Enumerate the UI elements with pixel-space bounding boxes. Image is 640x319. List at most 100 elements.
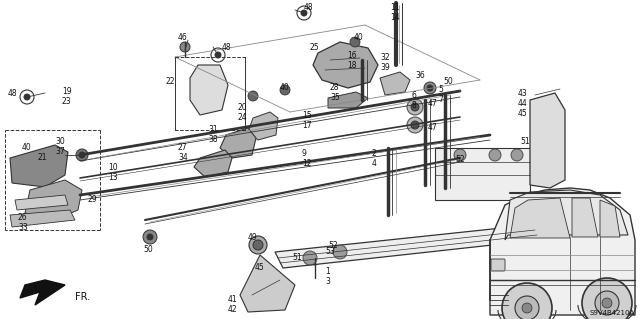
Circle shape xyxy=(79,152,85,158)
Polygon shape xyxy=(600,200,620,237)
Circle shape xyxy=(411,103,419,111)
Polygon shape xyxy=(240,255,295,312)
Circle shape xyxy=(407,117,423,133)
Circle shape xyxy=(602,298,612,308)
Polygon shape xyxy=(510,198,570,238)
Text: 33: 33 xyxy=(18,224,28,233)
Circle shape xyxy=(595,291,619,315)
Text: 40: 40 xyxy=(354,33,364,42)
Text: 35: 35 xyxy=(330,93,340,102)
Polygon shape xyxy=(15,195,68,210)
Circle shape xyxy=(489,149,501,161)
Circle shape xyxy=(303,251,317,265)
FancyBboxPatch shape xyxy=(491,259,505,271)
Text: 19: 19 xyxy=(62,87,72,97)
Text: 50: 50 xyxy=(143,246,153,255)
Text: 53: 53 xyxy=(325,248,335,256)
Circle shape xyxy=(454,149,466,161)
Circle shape xyxy=(76,149,88,161)
Circle shape xyxy=(333,245,347,259)
Circle shape xyxy=(259,268,275,284)
Text: 24: 24 xyxy=(238,114,248,122)
Text: 17: 17 xyxy=(302,121,312,130)
Text: 43: 43 xyxy=(518,88,528,98)
Text: 40: 40 xyxy=(280,83,290,92)
Text: 49: 49 xyxy=(248,234,258,242)
Text: 8: 8 xyxy=(412,100,417,109)
Circle shape xyxy=(515,296,539,319)
Text: 25: 25 xyxy=(309,43,319,53)
Circle shape xyxy=(511,149,523,161)
Text: 51: 51 xyxy=(292,254,301,263)
Text: 47: 47 xyxy=(428,123,438,132)
Text: 46: 46 xyxy=(178,33,188,41)
Circle shape xyxy=(253,240,263,250)
Text: 16: 16 xyxy=(347,50,356,60)
Text: 22: 22 xyxy=(165,78,175,86)
Polygon shape xyxy=(20,280,65,305)
Text: 42: 42 xyxy=(228,306,237,315)
Text: 30: 30 xyxy=(55,137,65,146)
Text: 20: 20 xyxy=(238,103,248,113)
Polygon shape xyxy=(25,180,82,220)
Text: 4: 4 xyxy=(372,159,377,167)
Text: 27: 27 xyxy=(178,144,188,152)
Text: 5: 5 xyxy=(438,85,443,94)
Circle shape xyxy=(147,234,153,240)
Text: 40: 40 xyxy=(22,144,32,152)
Text: 7: 7 xyxy=(438,95,443,105)
Text: 3: 3 xyxy=(325,278,330,286)
Text: 45: 45 xyxy=(518,108,528,117)
Text: 14: 14 xyxy=(390,12,399,21)
Polygon shape xyxy=(505,190,628,240)
Text: S9V4B4210A: S9V4B4210A xyxy=(590,310,636,316)
Polygon shape xyxy=(10,210,75,227)
Text: 10: 10 xyxy=(108,164,118,173)
Text: 48: 48 xyxy=(8,88,18,98)
Polygon shape xyxy=(380,72,410,95)
Circle shape xyxy=(502,283,552,319)
Polygon shape xyxy=(194,150,232,177)
Text: 39: 39 xyxy=(380,63,390,72)
Polygon shape xyxy=(190,65,228,115)
Text: 37: 37 xyxy=(55,147,65,157)
Text: 6: 6 xyxy=(412,91,417,100)
Circle shape xyxy=(407,99,423,115)
Circle shape xyxy=(424,82,436,94)
Text: 31: 31 xyxy=(208,125,218,135)
Circle shape xyxy=(522,303,532,313)
Circle shape xyxy=(582,278,632,319)
Polygon shape xyxy=(435,148,530,200)
Text: 36: 36 xyxy=(415,70,425,79)
Text: 45: 45 xyxy=(255,263,265,272)
Circle shape xyxy=(248,91,258,101)
Polygon shape xyxy=(328,92,368,108)
Polygon shape xyxy=(220,128,256,158)
Circle shape xyxy=(280,85,290,95)
Text: 47: 47 xyxy=(428,99,438,108)
Text: 34: 34 xyxy=(178,153,188,162)
Text: 9: 9 xyxy=(302,149,307,158)
Text: 18: 18 xyxy=(347,61,356,70)
Text: 21: 21 xyxy=(38,153,47,162)
Text: 15: 15 xyxy=(302,110,312,120)
Polygon shape xyxy=(10,145,68,187)
Text: 28: 28 xyxy=(330,84,339,93)
Polygon shape xyxy=(275,225,538,268)
Text: 13: 13 xyxy=(108,174,118,182)
Text: 48: 48 xyxy=(222,42,232,51)
Text: 48: 48 xyxy=(304,3,314,11)
Text: 23: 23 xyxy=(62,98,72,107)
Polygon shape xyxy=(248,112,278,140)
Text: 51: 51 xyxy=(520,137,530,146)
Circle shape xyxy=(301,10,307,16)
Polygon shape xyxy=(490,188,635,315)
Circle shape xyxy=(249,236,267,254)
Text: 38: 38 xyxy=(208,136,218,145)
Text: 1: 1 xyxy=(325,268,330,277)
Text: 41: 41 xyxy=(228,295,237,305)
Text: 52: 52 xyxy=(328,241,338,249)
Circle shape xyxy=(143,230,157,244)
Polygon shape xyxy=(313,42,378,88)
Polygon shape xyxy=(572,198,598,237)
